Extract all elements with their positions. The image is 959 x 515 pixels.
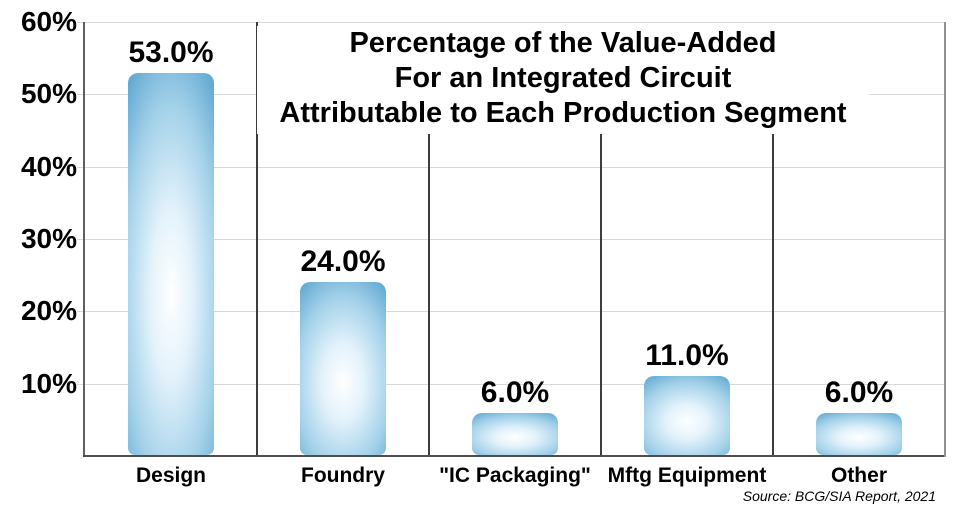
x-category-label-design: Design bbox=[135, 464, 206, 487]
segment-divider-3 bbox=[600, 132, 602, 456]
bar-foundry bbox=[300, 282, 386, 455]
bar-value-label-ic-packaging: 6.0% bbox=[480, 375, 550, 409]
source-note: Source: BCG/SIA Report, 2021 bbox=[742, 488, 936, 504]
bar-value-label-other: 6.0% bbox=[824, 375, 894, 409]
segment-divider-4 bbox=[772, 132, 774, 456]
gridline-40 bbox=[77, 166, 945, 168]
x-category-label-mftg-equipment: Mftg Equipment bbox=[607, 464, 767, 487]
plot-right-border bbox=[944, 22, 946, 457]
x-category-label-foundry: Foundry bbox=[301, 464, 385, 487]
segment-divider-1 bbox=[256, 22, 258, 456]
bar-value-label-design: 53.0% bbox=[128, 35, 214, 69]
gridline-10 bbox=[77, 383, 945, 385]
bar-value-label-mftg-equipment: 11.0% bbox=[645, 339, 729, 373]
bar-mftg-equipment bbox=[644, 376, 730, 455]
x-axis-line bbox=[83, 455, 946, 457]
gridline-20 bbox=[77, 311, 945, 313]
chart-title-line-1: Percentage of the Value-Added bbox=[349, 27, 777, 59]
y-tick-label-20: 20% bbox=[20, 295, 77, 327]
bar-design bbox=[128, 72, 214, 455]
y-axis-line bbox=[83, 22, 85, 457]
x-category-label-ic-packaging: "IC Packaging" bbox=[439, 464, 591, 487]
x-category-label-other: Other bbox=[830, 464, 887, 487]
bar-ic-packaging bbox=[472, 412, 558, 455]
y-tick-label-60: 60% bbox=[20, 6, 77, 37]
chart-title: Percentage of the Value-Added For an Int… bbox=[257, 26, 869, 134]
gridline-30 bbox=[77, 239, 945, 240]
y-tick-label-10: 10% bbox=[20, 367, 77, 399]
segment-divider-2 bbox=[428, 132, 430, 456]
chart-title-line-2: For an Integrated Circuit bbox=[394, 62, 732, 94]
gridline-60 bbox=[77, 22, 945, 23]
chart-title-line-3: Attributable to Each Production Segment bbox=[279, 97, 847, 129]
y-tick-label-40: 40% bbox=[20, 150, 77, 182]
bar-other bbox=[816, 412, 902, 455]
bar-value-label-foundry: 24.0% bbox=[300, 245, 386, 279]
y-tick-label-30: 30% bbox=[20, 223, 77, 254]
y-tick-label-50: 50% bbox=[20, 78, 77, 110]
